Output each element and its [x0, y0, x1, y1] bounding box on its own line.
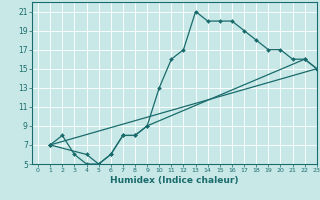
X-axis label: Humidex (Indice chaleur): Humidex (Indice chaleur) — [110, 176, 239, 185]
